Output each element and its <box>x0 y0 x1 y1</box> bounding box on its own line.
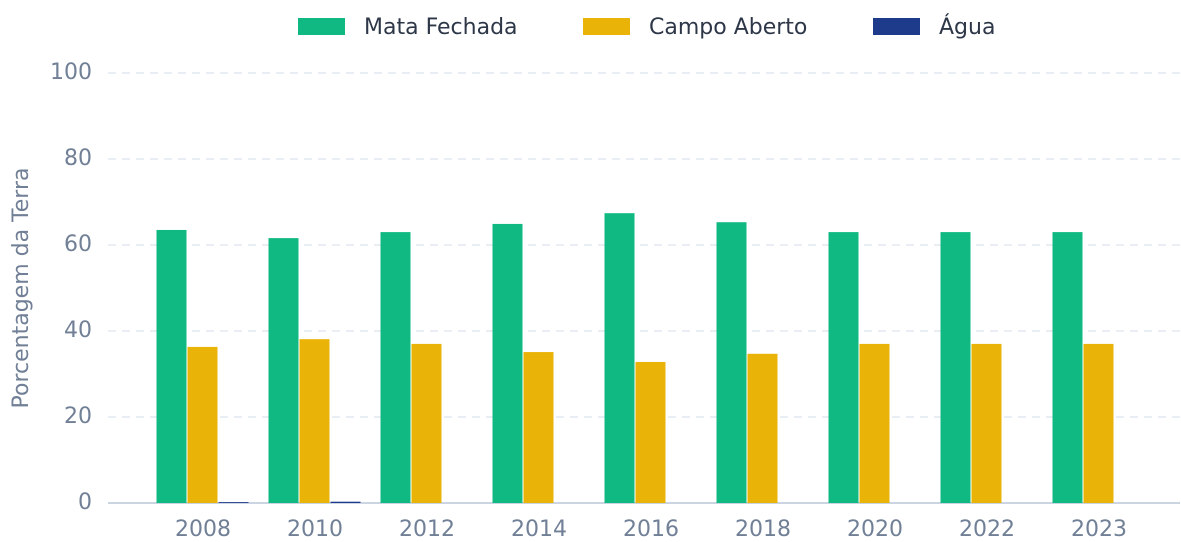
bar <box>828 232 859 503</box>
bar <box>380 232 411 503</box>
x-tick-label: 2010 <box>287 517 343 542</box>
bar <box>747 353 778 503</box>
bar <box>1083 343 1114 503</box>
y-tick-label: 0 <box>78 490 92 515</box>
bar <box>411 343 442 503</box>
bar <box>604 213 635 503</box>
y-tick-label: 80 <box>64 146 92 171</box>
x-tick-label: 2012 <box>399 517 455 542</box>
bar <box>330 501 361 503</box>
bar <box>187 346 218 503</box>
legend-swatch <box>583 18 630 35</box>
bar <box>523 352 554 503</box>
x-tick-label: 2016 <box>623 517 679 542</box>
bar <box>635 361 666 503</box>
legend-label: Mata Fechada <box>364 15 518 40</box>
y-tick-label: 100 <box>50 60 92 85</box>
bar <box>156 229 187 503</box>
y-axis-title: Porcentagem da Terra <box>9 168 34 409</box>
y-tick-label: 20 <box>64 404 92 429</box>
legend-label: Campo Aberto <box>649 15 807 40</box>
bar <box>299 339 330 503</box>
bar <box>268 238 299 503</box>
x-tick-label: 2014 <box>511 517 567 542</box>
x-tick-label: 2018 <box>735 517 791 542</box>
legend-label: Água <box>939 14 995 40</box>
legend-swatch <box>298 18 345 35</box>
bar <box>218 502 249 503</box>
bar <box>940 232 971 503</box>
y-tick-label: 40 <box>64 318 92 343</box>
x-tick-label: 2023 <box>1071 517 1127 542</box>
legend-swatch <box>873 18 920 35</box>
bar <box>492 223 523 503</box>
y-tick-label: 60 <box>64 232 92 257</box>
x-tick-label: 2008 <box>175 517 231 542</box>
bar <box>859 343 890 503</box>
bar <box>971 343 1002 503</box>
bar <box>716 222 747 503</box>
x-tick-label: 2020 <box>847 517 903 542</box>
bar <box>1052 232 1083 503</box>
x-tick-label: 2022 <box>959 517 1015 542</box>
